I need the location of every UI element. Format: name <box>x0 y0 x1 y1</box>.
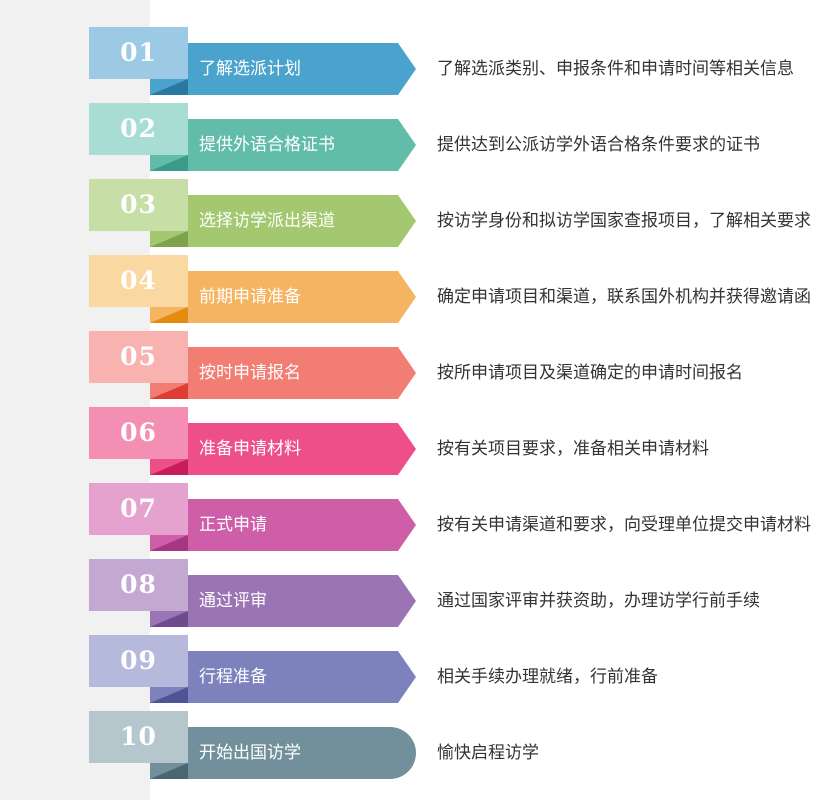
step-description: 愉快启程访学 <box>437 743 539 763</box>
step-description: 提供达到公派访学外语合格条件要求的证书 <box>437 135 760 155</box>
step-description: 确定申请项目和渠道，联系国外机构并获得邀请函 <box>437 287 811 307</box>
step-fold-corner <box>150 459 188 475</box>
step-number: 06 <box>120 418 157 447</box>
step-arrow-ribbon <box>150 43 416 95</box>
step-number-box <box>89 179 188 231</box>
step-number-box <box>89 483 188 535</box>
step-arrow-ribbon <box>150 347 416 399</box>
step-title: 开始出国访学 <box>199 743 301 763</box>
step-number: 01 <box>120 38 157 67</box>
step-number: 07 <box>120 494 157 523</box>
step-fold-corner <box>150 611 188 627</box>
step-ribbon-rounded <box>150 727 416 779</box>
step-number-box <box>89 407 188 459</box>
step-01: 01 了解选派计划 了解选派类别、申报条件和申请时间等相关信息 <box>0 27 840 103</box>
step-02: 02 提供外语合格证书 提供达到公派访学外语合格条件要求的证书 <box>0 103 840 179</box>
step-fold-corner <box>150 307 188 323</box>
step-description: 通过国家评审并获资助，办理访学行前手续 <box>437 591 760 611</box>
step-arrow-ribbon <box>150 575 416 627</box>
step-number: 09 <box>120 646 157 675</box>
step-title: 提供外语合格证书 <box>199 135 335 155</box>
step-description: 按有关项目要求，准备相关申请材料 <box>437 439 709 459</box>
step-description: 按所申请项目及渠道确定的申请时间报名 <box>437 363 743 383</box>
step-title: 通过评审 <box>199 591 267 611</box>
step-title: 了解选派计划 <box>199 59 301 79</box>
step-05: 05 按时申请报名 按所申请项目及渠道确定的申请时间报名 <box>0 331 840 407</box>
step-number: 08 <box>120 570 157 599</box>
step-fold-corner <box>150 155 188 171</box>
step-03: 03 选择访学派出渠道 按访学身份和拟访学国家查报项目，了解相关要求 <box>0 179 840 255</box>
step-fold-corner <box>150 535 188 551</box>
step-fold-corner <box>150 687 188 703</box>
step-number: 10 <box>120 722 157 751</box>
step-number: 03 <box>120 190 157 219</box>
step-title: 行程准备 <box>199 667 267 687</box>
step-description: 相关手续办理就绪，行前准备 <box>437 667 658 687</box>
step-fold-corner <box>150 231 188 247</box>
step-description: 了解选派类别、申报条件和申请时间等相关信息 <box>437 59 794 79</box>
step-title: 按时申请报名 <box>199 363 301 383</box>
step-number-box <box>89 331 188 383</box>
step-number-box <box>89 27 188 79</box>
step-number-box <box>89 103 188 155</box>
step-arrow-ribbon <box>150 651 416 703</box>
step-arrow-ribbon <box>150 423 416 475</box>
step-arrow-ribbon <box>150 195 416 247</box>
step-title: 正式申请 <box>199 515 267 535</box>
step-title: 准备申请材料 <box>199 439 301 459</box>
step-title: 前期申请准备 <box>199 287 301 307</box>
step-number-box <box>89 635 188 687</box>
step-arrow-ribbon <box>150 271 416 323</box>
step-fold-corner <box>150 79 188 95</box>
step-title: 选择访学派出渠道 <box>199 211 335 231</box>
step-number: 04 <box>120 266 157 295</box>
step-07: 07 正式申请 按有关申请渠道和要求，向受理单位提交申请材料 <box>0 483 840 559</box>
step-number: 02 <box>120 114 157 143</box>
step-arrow-ribbon <box>150 499 416 551</box>
step-number: 05 <box>120 342 157 371</box>
step-description: 按访学身份和拟访学国家查报项目，了解相关要求 <box>437 211 811 231</box>
step-number-box <box>89 255 188 307</box>
step-number-box <box>89 711 188 763</box>
step-arrow-ribbon <box>150 119 416 171</box>
step-04: 04 前期申请准备 确定申请项目和渠道，联系国外机构并获得邀请函 <box>0 255 840 331</box>
step-06: 06 准备申请材料 按有关项目要求，准备相关申请材料 <box>0 407 840 483</box>
step-fold-corner <box>150 383 188 399</box>
step-10: 10 开始出国访学 愉快启程访学 <box>0 711 840 787</box>
step-09: 09 行程准备 相关手续办理就绪，行前准备 <box>0 635 840 711</box>
step-fold-corner <box>150 763 188 779</box>
step-description: 按有关申请渠道和要求，向受理单位提交申请材料 <box>437 515 811 535</box>
step-08: 08 通过评审 通过国家评审并获资助，办理访学行前手续 <box>0 559 840 635</box>
step-number-box <box>89 559 188 611</box>
